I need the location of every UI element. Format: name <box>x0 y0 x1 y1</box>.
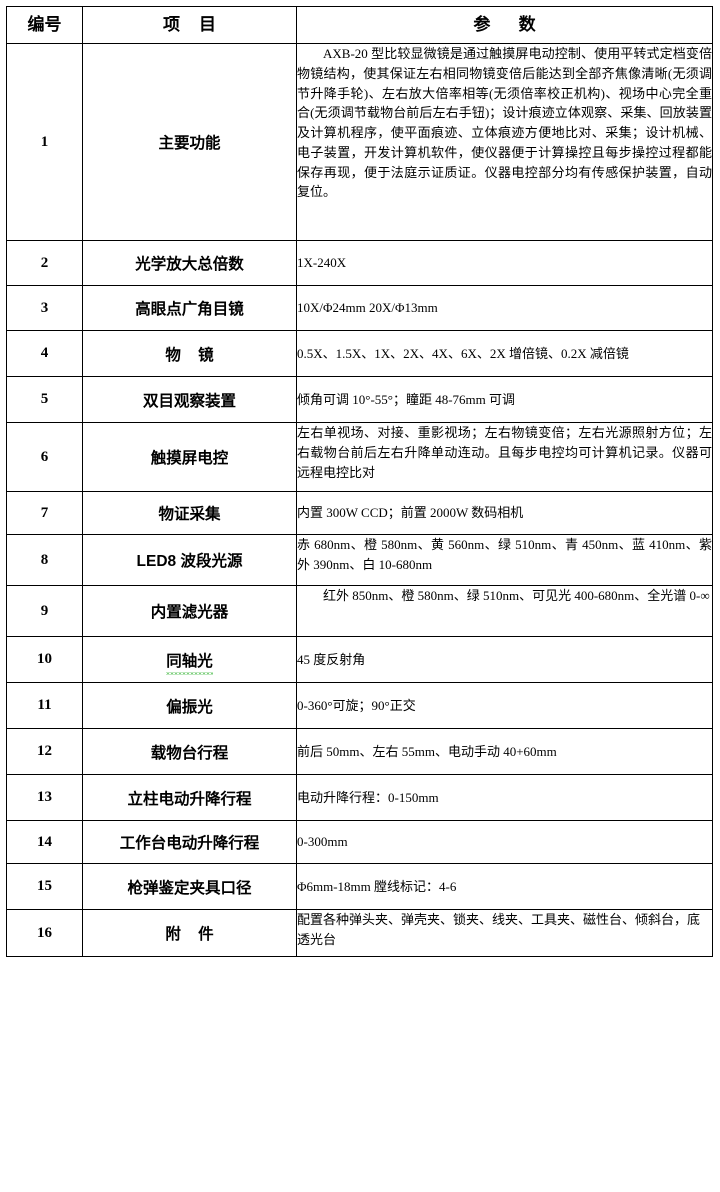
row-number: 13 <box>6 774 83 821</box>
row-item-name: 载物台行程 <box>82 728 297 775</box>
row-parameter-value: 内置 300W CCD；前置 2000W 数码相机 <box>296 491 713 535</box>
row-parameter-value: 0-360°可旋；90°正交 <box>296 682 713 729</box>
row-item-name: 附 件 <box>82 909 297 957</box>
table-row: 15 枪弹鉴定夹具口径 Φ6mm-18mm 膛线标记：4-6 <box>6 863 713 910</box>
row-number: 12 <box>6 728 83 775</box>
row-item-name: 光学放大总倍数 <box>82 240 297 286</box>
row-item-name: 立柱电动升降行程 <box>82 774 297 821</box>
row-number: 10 <box>6 636 83 683</box>
column-header-no: 编号 <box>6 6 83 44</box>
row-parameter-value: 红外 850nm、橙 580nm、绿 510nm、可见光 400-680nm、全… <box>296 585 713 637</box>
row-parameter-value: Φ6mm-18mm 膛线标记：4-6 <box>296 863 713 910</box>
row-number: 14 <box>6 820 83 864</box>
row-number: 1 <box>6 43 83 241</box>
row-parameter-value: 0.5X、1.5X、1X、2X、4X、6X、2X 增倍镜、0.2X 减倍镜 <box>296 330 713 377</box>
table-row: 3 高眼点广角目镜 10X/Φ24mm 20X/Φ13mm <box>6 285 713 331</box>
table-row: 12 载物台行程 前后 50mm、左右 55mm、电动手动 40+60mm <box>6 728 713 775</box>
row-item-name: 高眼点广角目镜 <box>82 285 297 331</box>
table-row: 6 触摸屏电控 左右单视场、对接、重影视场；左右物镜变倍；左右光源照射方位；左右载物… <box>6 422 713 492</box>
row-item-name: 枪弹鉴定夹具口径 <box>82 863 297 910</box>
row-item-name: 同轴光 <box>82 636 297 683</box>
column-header-param: 参 数 <box>296 6 713 44</box>
row-number: 11 <box>6 682 83 729</box>
table-header-row: 编号 项 目 参 数 <box>6 6 713 44</box>
row-number: 5 <box>6 376 83 423</box>
column-header-item: 项 目 <box>82 6 297 44</box>
row-parameter-value: 赤 680nm、橙 580nm、黄 560nm、绿 510nm、青 450nm、… <box>296 534 713 586</box>
table-header: 编号 项 目 参 数 <box>6 6 713 44</box>
row-number: 9 <box>6 585 83 637</box>
row-parameter-value: AXB-20 型比较显微镜是通过触摸屏电动控制、使用平转式定档变倍物镜结构，使其… <box>296 43 713 241</box>
table-row: 5 双目观察装置 倾角可调 10°-55°；瞳距 48-76mm 可调 <box>6 376 713 423</box>
row-item-name: 偏振光 <box>82 682 297 729</box>
row-parameter-value: 0-300mm <box>296 820 713 864</box>
row-number: 3 <box>6 285 83 331</box>
row-item-name: 触摸屏电控 <box>82 422 297 492</box>
row-parameter-value: 45 度反射角 <box>296 636 713 683</box>
row-item-name: LED8 波段光源 <box>82 534 297 586</box>
table-row: 2 光学放大总倍数 1X-240X <box>6 240 713 286</box>
row-parameter-value: 配置各种弹头夹、弹壳夹、锁夹、线夹、工具夹、磁性台、倾斜台，底透光台 <box>296 909 713 957</box>
table-row: 13 立柱电动升降行程 电动升降行程：0-150mm <box>6 774 713 821</box>
row-number: 2 <box>6 240 83 286</box>
table-row: 1 主要功能 AXB-20 型比较显微镜是通过触摸屏电动控制、使用平转式定档变倍物镜… <box>6 43 713 241</box>
row-item-name: 主要功能 <box>82 43 297 241</box>
row-parameter-value: 倾角可调 10°-55°；瞳距 48-76mm 可调 <box>296 376 713 423</box>
row-number: 4 <box>6 330 83 377</box>
table-row: 8 LED8 波段光源赤 680nm、橙 580nm、黄 560nm、绿 510n… <box>6 534 713 586</box>
row-parameter-value: 左右单视场、对接、重影视场；左右物镜变倍；左右光源照射方位；左右载物台前后左右升… <box>296 422 713 492</box>
table-row: 9 内置滤光器 红外 850nm、橙 580nm、绿 510nm、可见光 400-6… <box>6 585 713 637</box>
row-parameter-value: 电动升降行程：0-150mm <box>296 774 713 821</box>
row-item-name: 工作台电动升降行程 <box>82 820 297 864</box>
row-parameter-value: 10X/Φ24mm 20X/Φ13mm <box>296 285 713 331</box>
table-row: 11 偏振光 0-360°可旋；90°正交 <box>6 682 713 729</box>
row-item-name: 内置滤光器 <box>82 585 297 637</box>
row-number: 7 <box>6 491 83 535</box>
row-item-name: 物证采集 <box>82 491 297 535</box>
row-number: 16 <box>6 909 83 957</box>
table-row: 16 附 件配置各种弹头夹、弹壳夹、锁夹、线夹、工具夹、磁性台、倾斜台，底透光台 <box>6 909 713 957</box>
table-row: 10 同轴光 45 度反射角 <box>6 636 713 683</box>
row-item-name: 物 镜 <box>82 330 297 377</box>
table-body: 1 主要功能 AXB-20 型比较显微镜是通过触摸屏电动控制、使用平转式定档变倍物镜… <box>6 43 713 957</box>
table-row: 14 工作台电动升降行程 0-300mm <box>6 820 713 864</box>
row-number: 15 <box>6 863 83 910</box>
spellcheck-underlined-text: 同轴光 <box>166 649 213 675</box>
row-parameter-value: 前后 50mm、左右 55mm、电动手动 40+60mm <box>296 728 713 775</box>
specification-table: 编号 项 目 参 数 1 主要功能 AXB-20 型比较显微镜是通过触摸屏电动控制、… <box>6 6 713 957</box>
row-number: 8 <box>6 534 83 586</box>
table-row: 7 物证采集 内置 300W CCD；前置 2000W 数码相机 <box>6 491 713 535</box>
row-number: 6 <box>6 422 83 492</box>
row-item-name: 双目观察装置 <box>82 376 297 423</box>
row-parameter-value: 1X-240X <box>296 240 713 286</box>
